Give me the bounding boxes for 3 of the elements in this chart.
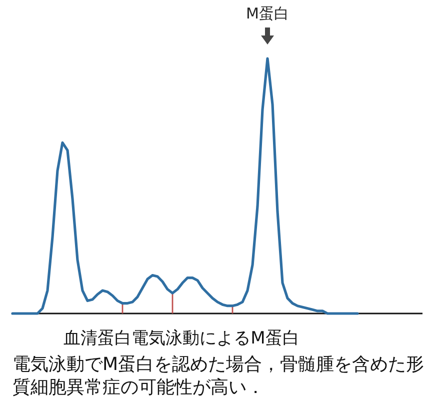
text: 電気泳動でM蛋白を認めた場合，骨髄腫を含めた形質細胞異常症の可能性が高い．: [12, 354, 424, 398]
annotation: M蛋白: [246, 4, 289, 22]
text: 血清蛋白電気泳動によるM蛋白: [64, 328, 300, 348]
